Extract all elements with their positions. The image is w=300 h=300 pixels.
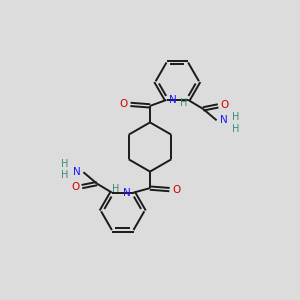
Text: H: H: [180, 98, 188, 109]
Text: H: H: [232, 112, 239, 122]
Text: O: O: [172, 184, 180, 195]
Text: O: O: [220, 100, 229, 110]
Text: O: O: [71, 182, 80, 193]
Text: O: O: [120, 99, 128, 109]
Text: H: H: [232, 124, 239, 134]
Text: H: H: [61, 159, 68, 169]
Text: N: N: [220, 115, 227, 125]
Text: N: N: [123, 188, 131, 198]
Text: H: H: [61, 170, 68, 180]
Text: H: H: [112, 184, 120, 194]
Text: N: N: [169, 95, 177, 105]
Text: N: N: [73, 167, 80, 177]
